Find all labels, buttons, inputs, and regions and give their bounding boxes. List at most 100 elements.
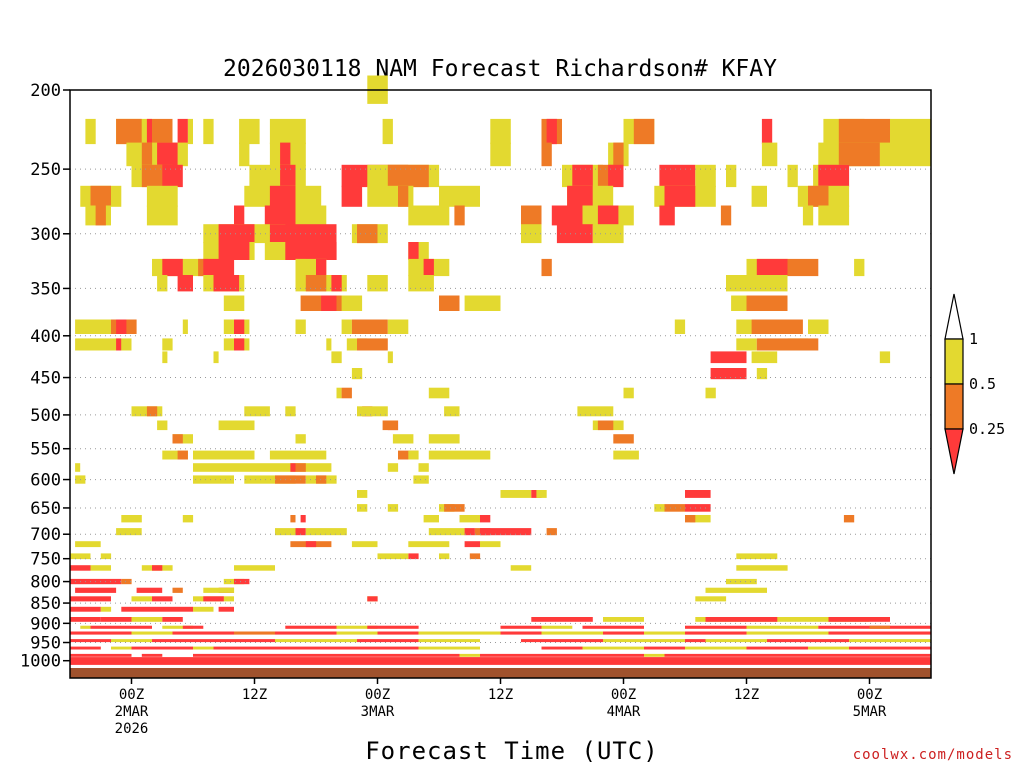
heatmap-cell [295, 319, 306, 334]
heatmap-cell [213, 351, 219, 364]
heatmap-cell [613, 450, 639, 460]
legend-level-label: 0.25 [969, 420, 1005, 438]
heatmap-cell [500, 631, 542, 635]
heatmap-cell [828, 631, 931, 635]
heatmap-cell [608, 164, 624, 188]
heatmap-cell [70, 617, 101, 622]
heatmap-cell [500, 625, 542, 629]
heatmap-cell [423, 515, 439, 523]
heatmap-cell [95, 205, 106, 226]
heatmap-cell [849, 646, 931, 650]
heatmap-cell [710, 351, 747, 364]
y-tick-label: 550 [30, 440, 61, 460]
heatmap-cell [193, 463, 316, 472]
heatmap-cell [597, 205, 619, 226]
x-tick-label: 12Z [734, 687, 759, 703]
heatmap-cell [305, 528, 347, 536]
heatmap-cell [75, 338, 132, 351]
heatmap-cell [418, 646, 480, 650]
heatmap-cell [695, 164, 716, 188]
heatmap-cell [280, 142, 291, 167]
heatmap-cell [100, 553, 112, 560]
heatmap-cell [152, 639, 193, 643]
heatmap-cell [818, 164, 850, 188]
heatmap-cell [510, 565, 532, 571]
heatmap-cell [695, 596, 727, 602]
heatmap-cell [249, 164, 306, 188]
y-tick-label: 850 [30, 594, 61, 614]
x-tick-label: 2026 [115, 721, 149, 737]
heatmap-cell [849, 639, 931, 643]
y-tick-label: 250 [30, 160, 61, 180]
heatmap-cell [387, 319, 409, 334]
y-tick-label: 900 [30, 614, 61, 634]
heatmap-cell [382, 118, 393, 145]
y-tick-label: 800 [30, 573, 61, 593]
heatmap-cell [413, 475, 429, 484]
heatmap-cell [761, 142, 778, 167]
heatmap-cell [685, 490, 711, 498]
heatmap-cell [854, 258, 865, 277]
heatmap-cell [70, 646, 101, 650]
heatmap-cell [341, 295, 363, 311]
legend-level-label: 0.5 [969, 375, 996, 393]
heatmap-cell [146, 118, 152, 145]
heatmap-cell [351, 541, 378, 548]
y-axis-ticks: 200 250 300 350 400 450 500 550 600 650 700 750 8008… [20, 81, 70, 672]
heatmap-cell [444, 504, 465, 512]
heatmap-cell [203, 596, 224, 602]
heatmap-cell [423, 258, 434, 277]
heatmap-cell [146, 406, 158, 417]
heatmap-cell [152, 596, 173, 602]
heatmap-cell [203, 258, 235, 277]
heatmap-cell [213, 646, 419, 650]
heatmap-cell [521, 224, 542, 244]
heatmap-cell [100, 617, 132, 622]
heatmap-cell [838, 142, 880, 167]
heatmap-cell [592, 224, 624, 244]
heatmap-cell [234, 205, 245, 226]
heatmap-cell [705, 587, 767, 593]
heatmap-cell [705, 639, 767, 643]
heatmap-cell [469, 553, 481, 560]
heatmap-cell [613, 434, 634, 444]
heatmap-cell [331, 275, 342, 292]
heatmap-cell [541, 625, 573, 629]
heatmap-cell [111, 639, 152, 643]
heatmap-cell [828, 617, 890, 622]
heatmap-cell [182, 319, 188, 334]
heatmap-cell [428, 450, 491, 460]
heatmap-cell [808, 319, 829, 334]
heatmap-cell [736, 553, 778, 560]
heatmap-cell [536, 490, 547, 498]
heatmap-cell [172, 631, 234, 635]
heatmap-cell [80, 625, 91, 629]
heatmap-cell [316, 475, 327, 484]
heatmap-cell [720, 205, 732, 226]
heatmap-cell [131, 631, 173, 635]
x-tick-label: 3MAR [361, 704, 395, 720]
heatmap-cell [121, 515, 142, 523]
heatmap-cell [290, 463, 296, 472]
heatmap-cell [136, 587, 163, 593]
heatmap-cell [541, 258, 552, 277]
heatmap-cell [659, 205, 675, 226]
heatmap-cell [408, 450, 419, 460]
heatmap-cell [357, 639, 419, 643]
heatmap-cell [70, 565, 91, 571]
heatmap-cell [808, 185, 829, 207]
heatmap-cell [541, 631, 603, 635]
heatmap-cell [459, 653, 480, 657]
heatmap-cell [295, 463, 306, 472]
heatmap-cell [603, 406, 614, 417]
heatmap-cell [500, 490, 532, 498]
heatmap-cell [603, 631, 644, 635]
heatmap-cell [685, 625, 747, 629]
heatmap-cell [890, 118, 931, 145]
heatmap-cell [664, 504, 685, 512]
legend-swatch [944, 338, 964, 385]
heatmap-cell [234, 565, 275, 571]
heatmap-cell [172, 434, 183, 444]
heatmap-cell [269, 118, 306, 145]
